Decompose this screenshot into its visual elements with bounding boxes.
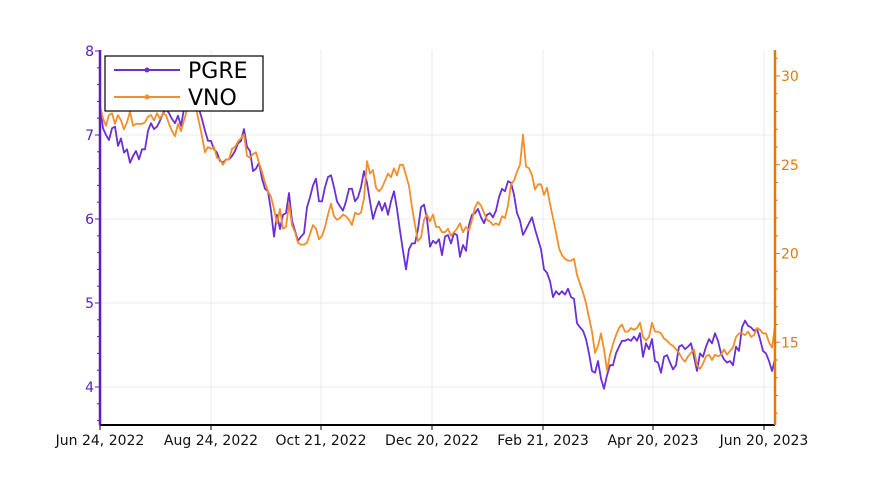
- left-axis-tick-label: 4: [85, 380, 94, 396]
- pgre-line: [99, 96, 776, 390]
- x-tick-label: Dec 20, 2022: [385, 433, 479, 449]
- x-tick-label: Feb 21, 2023: [497, 433, 589, 449]
- legend-item-vno[interactable]: VNO: [114, 86, 237, 111]
- legend-label: VNO: [188, 86, 237, 111]
- left-axis-tick-label: 6: [85, 212, 94, 228]
- left-axis-tick-label: 5: [85, 296, 94, 312]
- right-axis-tick-label: 25: [781, 158, 799, 174]
- right-axis-tick-label: 15: [781, 335, 799, 351]
- gridlines: [99, 50, 775, 425]
- x-tick-label: Jun 24, 2022: [55, 433, 145, 449]
- left-axis-tick-label: 8: [85, 44, 94, 60]
- x-tick-label: Jun 20, 2023: [719, 433, 809, 449]
- legend-item-pgre[interactable]: PGRE: [114, 59, 248, 84]
- legend-label: PGRE: [188, 59, 248, 84]
- x-tick-label: Aug 24, 2022: [164, 433, 258, 449]
- series-layer: [99, 96, 776, 390]
- x-tick-label: Apr 20, 2023: [607, 433, 698, 449]
- vno-line: [99, 103, 776, 372]
- axes: Jun 24, 2022 Aug 24, 2022 Oct 21, 2022 Dec …: [55, 44, 809, 449]
- x-tick-label: Oct 21, 2022: [276, 433, 367, 449]
- left-axis-tick-label: 7: [85, 128, 94, 144]
- right-axis-tick-label: 30: [781, 69, 799, 85]
- right-axis-tick-label: 20: [781, 247, 799, 263]
